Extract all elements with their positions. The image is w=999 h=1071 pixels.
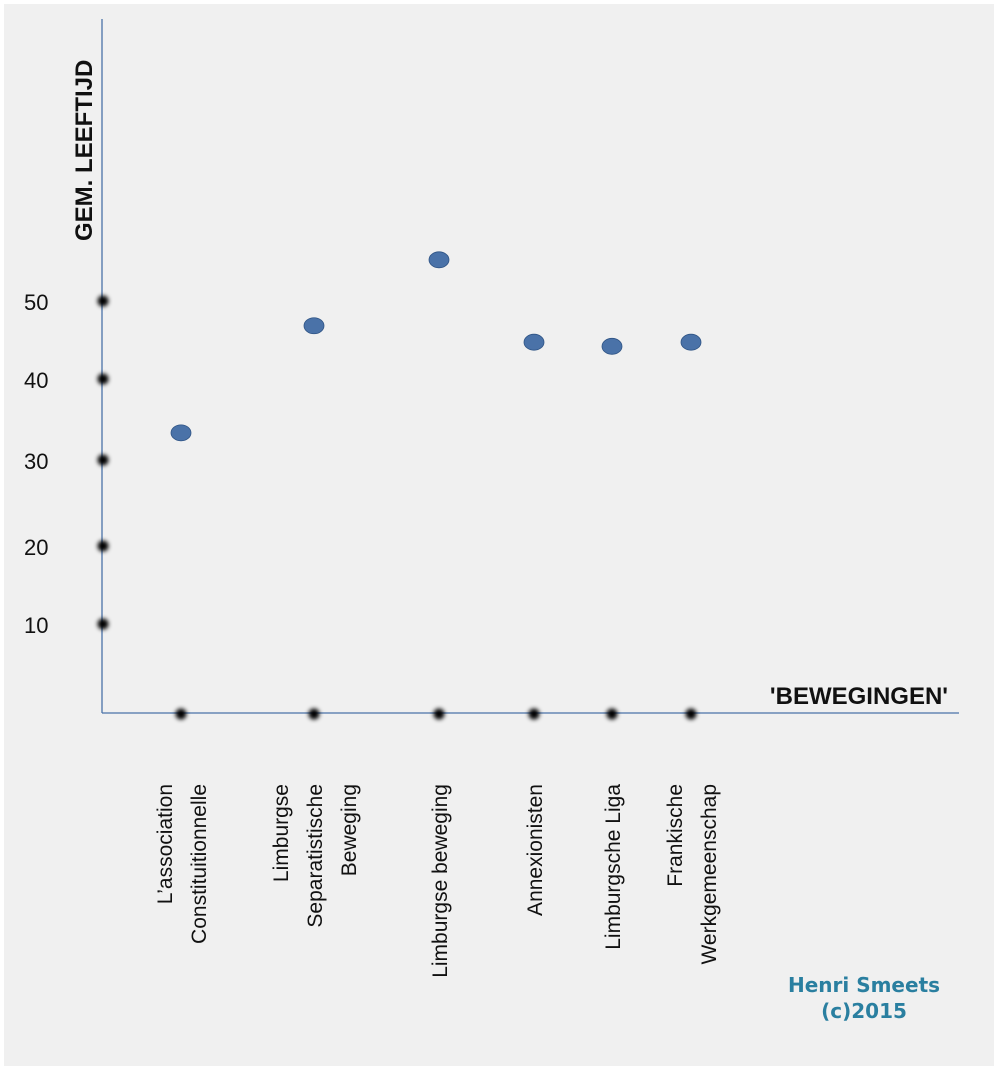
x-tick-mark bbox=[433, 708, 445, 720]
y-tick-label: 10 bbox=[24, 613, 48, 638]
data-point bbox=[523, 333, 545, 351]
credit: Henri Smeets (c)2015 bbox=[764, 972, 964, 1024]
chart-frame: 10 20 30 40 50 GEM. LEEFTIJD 'BEWEGINGEN' L’ass… bbox=[4, 4, 994, 1066]
category-label: Limburgse beweging bbox=[429, 784, 452, 978]
category-label: Limburgsche Liga bbox=[602, 784, 625, 950]
category-label: Beweging bbox=[338, 784, 361, 876]
x-tick-mark bbox=[308, 708, 320, 720]
category-label: Frankische bbox=[664, 784, 687, 887]
y-tick-mark bbox=[97, 454, 109, 466]
x-tick-mark bbox=[606, 708, 618, 720]
y-tick-label: 40 bbox=[24, 368, 48, 393]
y-tick-mark bbox=[97, 295, 109, 307]
data-point bbox=[428, 251, 450, 269]
data-point bbox=[680, 333, 702, 351]
x-tick-mark bbox=[528, 708, 540, 720]
category-label: Separatistische bbox=[304, 784, 327, 928]
x-axis-title: 'BEWEGINGEN' bbox=[770, 683, 948, 710]
category-label: Limburgse bbox=[270, 784, 293, 882]
category-label: Constituitionnelle bbox=[188, 784, 211, 944]
credit-author: Henri Smeets bbox=[787, 973, 941, 997]
y-axis-title: GEM. LEEFTIJD bbox=[71, 60, 98, 241]
data-point bbox=[170, 424, 192, 442]
x-tick-mark bbox=[685, 708, 697, 720]
category-label: L’association bbox=[154, 784, 177, 904]
y-tick-mark bbox=[97, 540, 109, 552]
category-label: Werkgemeenschap bbox=[698, 784, 721, 965]
y-tick-label: 50 bbox=[24, 290, 48, 315]
x-tick-mark bbox=[175, 708, 187, 720]
scatter-chart: 10 20 30 40 50 GEM. LEEFTIJD 'BEWEGINGEN' L’ass… bbox=[24, 19, 959, 978]
data-point bbox=[601, 337, 623, 355]
category-label: Annexionisten bbox=[524, 784, 547, 916]
y-tick-mark bbox=[97, 373, 109, 385]
data-point bbox=[303, 317, 325, 335]
y-tick-label: 20 bbox=[24, 535, 48, 560]
credit-year: (c)2015 bbox=[821, 999, 907, 1023]
y-tick-label: 30 bbox=[24, 449, 48, 474]
y-tick-mark bbox=[97, 618, 109, 630]
